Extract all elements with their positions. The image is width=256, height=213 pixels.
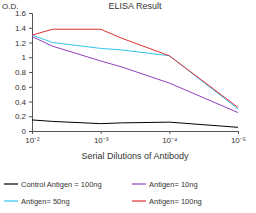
legend-item: Control Antigen = 100ng — [4, 180, 102, 189]
y-tick-mark — [29, 102, 32, 103]
y-axis: 0 0.2 0.4 0.6 0.8 1 1.2 1.4 1.6 — [15, 9, 33, 136]
y-tick: 1.6 — [15, 9, 32, 18]
x-tick: 10⁻⁵ — [231, 131, 246, 145]
y-tick-label: 0.6 — [15, 83, 27, 92]
legend-item: Antigen= 50ng — [4, 197, 70, 206]
series-line — [32, 37, 238, 113]
title: ELISA Result — [108, 1, 162, 11]
y-tick-mark — [29, 13, 32, 14]
y-tick-label: 0 — [22, 127, 27, 136]
x-tick: 10⁻³ — [94, 131, 109, 145]
y-tick-label: 0.8 — [15, 68, 27, 77]
x-tick-mark — [101, 131, 102, 134]
series-line — [32, 29, 238, 107]
y-tick-mark — [29, 72, 32, 73]
y-tick: 1.4 — [15, 24, 32, 33]
legend-item: Antigen= 100ng — [132, 197, 202, 206]
y-tick-mark — [29, 131, 32, 132]
y-tick: 0.6 — [15, 83, 32, 92]
legend-label: Antigen= 10ng — [149, 180, 198, 189]
y-tick-mark — [29, 28, 32, 29]
y-tick-label: 1.2 — [15, 39, 27, 48]
x-tick-mark — [238, 131, 239, 134]
y-tick: 0.8 — [15, 68, 32, 77]
y-tick: 1.2 — [15, 39, 32, 48]
y-tick-label: 1.6 — [15, 9, 27, 18]
legend-label: Antigen= 100ng — [149, 197, 202, 206]
y-tick-mark — [29, 57, 32, 58]
x-tick-label: 10⁻⁵ — [231, 136, 246, 145]
x-tick: 10⁻² — [25, 131, 40, 145]
y-tick: 0.4 — [15, 98, 32, 107]
legend-swatch — [132, 183, 146, 184]
chart: ELISA ResultO.D.10⁻²10⁻³10⁻⁴10⁻⁵00.20.40… — [0, 0, 256, 213]
plot-area — [32, 29, 238, 127]
y-tick-label: 0.4 — [15, 98, 27, 107]
x-tick-label: 10⁻³ — [94, 136, 109, 145]
y-tick-label: 1.4 — [15, 24, 27, 33]
x-tick: 10⁻⁴ — [162, 131, 178, 145]
y-axis-line — [29, 14, 33, 132]
x-axis: 10⁻² 10⁻³ 10⁻⁴ 10⁻⁵ — [25, 131, 246, 145]
legend-label: Antigen= 50ng — [21, 197, 70, 206]
x-axis-title: Serial Dilutions of Antibody — [81, 151, 189, 161]
x-axis-line — [33, 132, 239, 135]
legend-swatch — [4, 183, 18, 184]
y-tick-mark — [29, 43, 32, 44]
y-tick-label: 1 — [22, 53, 27, 62]
y-tick: 1 — [22, 53, 32, 62]
legend-swatch — [4, 200, 18, 201]
series-line — [32, 120, 238, 127]
series-line — [32, 35, 238, 109]
y-tick: 0 — [22, 127, 32, 136]
y-tick-mark — [29, 87, 32, 88]
legend-item: Antigen= 10ng — [132, 180, 198, 189]
y-tick-label: 0.2 — [15, 112, 27, 121]
x-tick-label: 10⁻² — [25, 136, 40, 145]
legend-label: Control Antigen = 100ng — [21, 180, 102, 189]
legend: Control Antigen = 100ng Antigen= 10ng Anti… — [4, 180, 202, 206]
y-tick: 0.2 — [15, 112, 32, 121]
x-tick-mark — [169, 131, 170, 134]
legend-swatch — [132, 200, 146, 201]
x-tick-label: 10⁻⁴ — [162, 136, 178, 145]
y-tick-mark — [29, 116, 32, 117]
